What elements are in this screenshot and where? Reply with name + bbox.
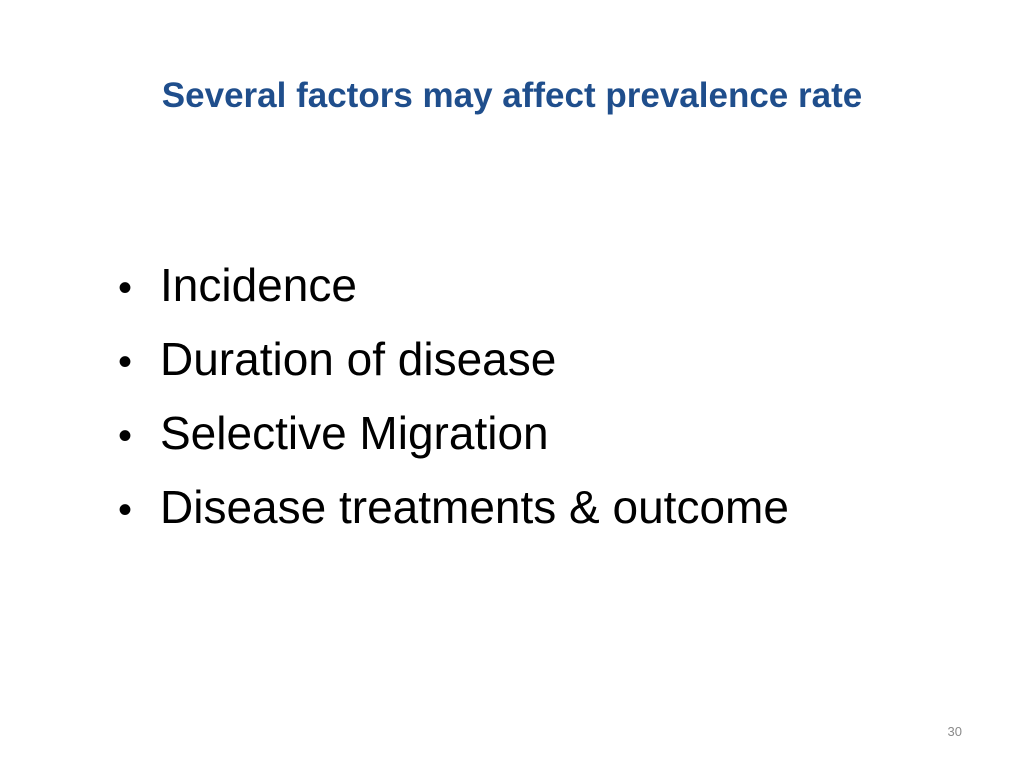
bullet-list: • Incidence • Duration of disease • Sele… bbox=[118, 254, 789, 550]
bullet-item-incidence: • Incidence bbox=[118, 254, 789, 328]
bullet-text: Duration of disease bbox=[160, 333, 557, 385]
bullet-item-duration-of-disease: • Duration of disease bbox=[118, 328, 789, 402]
slide-title: Several factors may affect prevalence ra… bbox=[161, 76, 863, 115]
bullet-text: Incidence bbox=[160, 259, 357, 311]
bullet-text: Disease treatments & outcome bbox=[160, 481, 789, 533]
bullet-item-disease-treatments-outcome: • Disease treatments & outcome bbox=[118, 476, 789, 550]
bullet-icon: • bbox=[118, 340, 133, 384]
bullet-item-selective-migration: • Selective Migration bbox=[118, 402, 789, 476]
bullet-icon: • bbox=[118, 488, 133, 532]
bullet-text: Selective Migration bbox=[160, 407, 549, 459]
bullet-icon: • bbox=[118, 266, 133, 310]
bullet-icon: • bbox=[118, 414, 133, 458]
page-number: 30 bbox=[947, 724, 962, 739]
